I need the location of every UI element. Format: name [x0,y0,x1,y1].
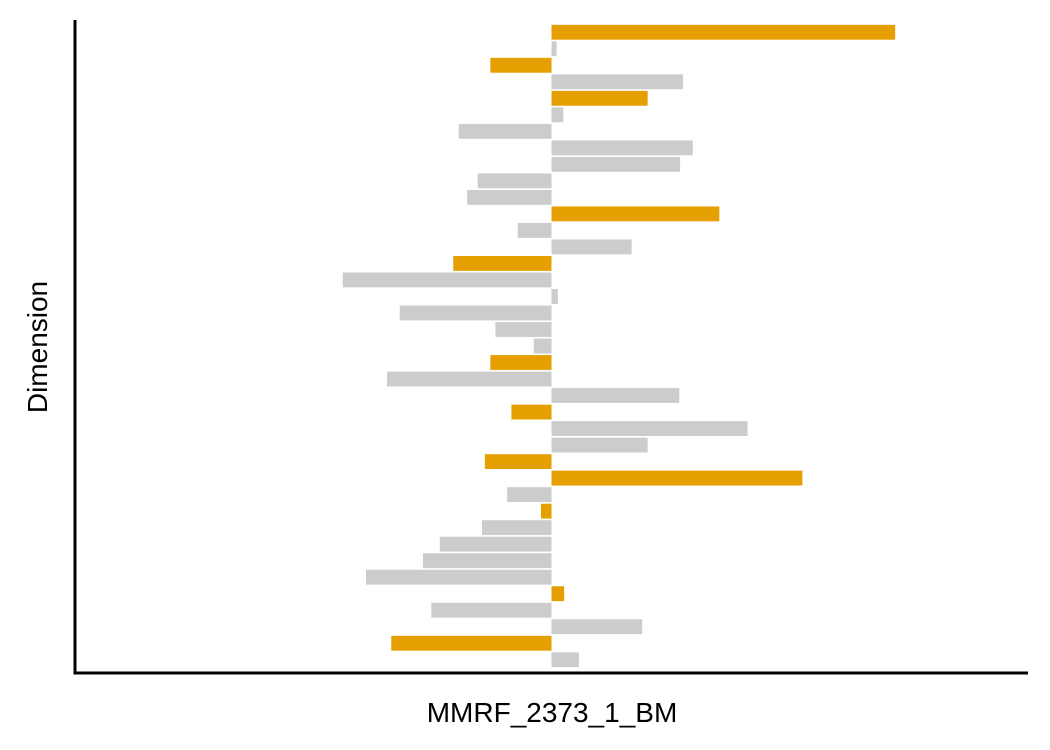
bar-25 [551,421,748,436]
bar-6 [551,107,564,123]
bar-13 [517,222,552,238]
bar-30 [540,503,552,519]
bar-3 [490,57,552,73]
bars-group [342,24,896,668]
x-axis-title: MMRF_2373_1_BM [427,697,678,728]
bar-7 [458,123,552,139]
bar-20 [533,338,552,354]
bar-31 [481,520,552,536]
bar-22 [387,371,552,387]
bar-18 [399,305,552,321]
bar-26 [551,437,648,453]
bar-39 [551,652,579,668]
bar-23 [551,388,680,403]
bar-32 [439,536,552,552]
bar-11 [467,189,552,205]
bar-5 [551,90,648,106]
bar-21 [490,355,552,370]
bar-1 [551,24,896,40]
bar-38 [391,635,552,651]
bar-16 [342,272,552,288]
bar-28 [551,470,803,486]
bar-14 [551,239,632,255]
bar-10 [477,173,552,189]
bar-35 [551,586,565,602]
bar-9 [551,156,681,172]
bar-19 [495,322,552,337]
bar-29 [507,487,552,503]
bar-2 [551,41,557,57]
bar-12 [551,206,720,222]
bar-17 [551,289,558,304]
bar-27 [484,454,552,470]
bar-37 [551,619,643,635]
bar-15 [453,256,552,271]
bar-36 [431,602,552,618]
bar-4 [551,74,684,90]
bar-24 [511,404,552,420]
bar-8 [551,140,693,156]
y-axis-title: Dimension [22,281,53,413]
bar-34 [365,569,552,585]
bar-33 [422,553,552,569]
